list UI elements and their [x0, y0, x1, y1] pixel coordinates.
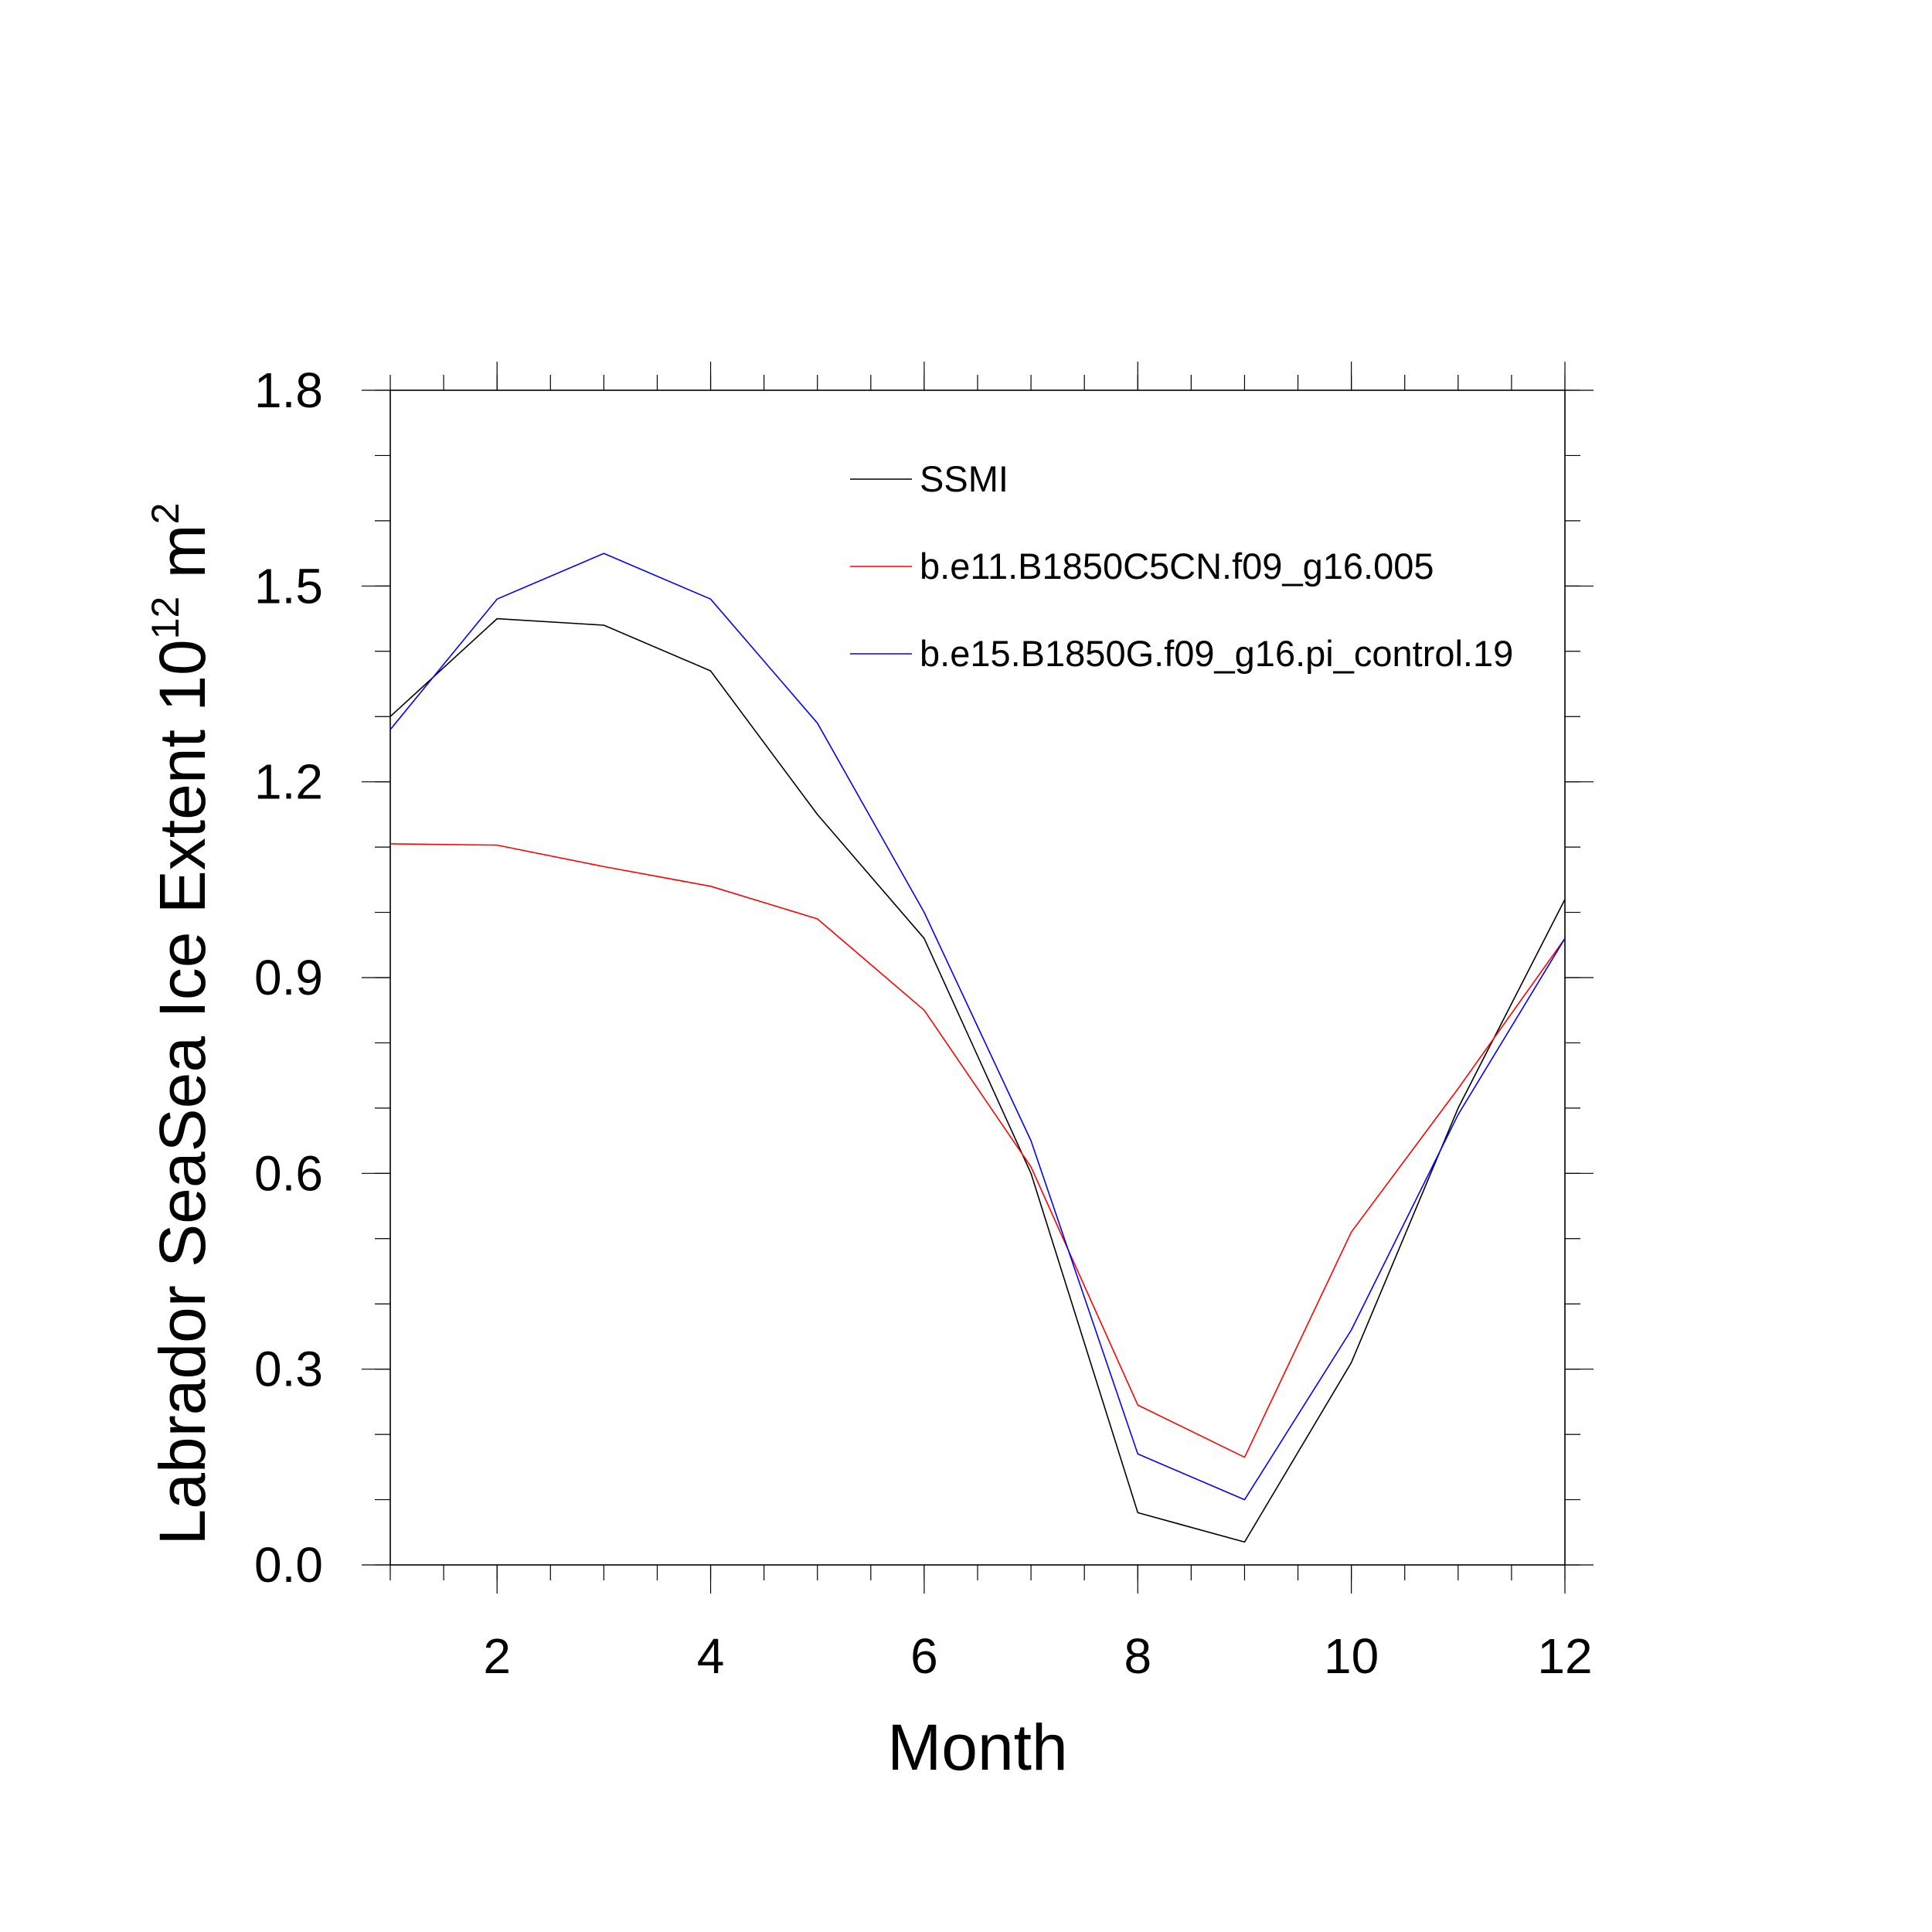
- plot-frame: [389, 389, 1566, 1566]
- x-axis-title: Month: [887, 1711, 1067, 1784]
- series-line-2: [389, 843, 1566, 1458]
- legend-label-1: SSMI: [920, 458, 1009, 499]
- x-tick-label: 2: [483, 1628, 511, 1684]
- x-tick-label: 4: [697, 1628, 725, 1684]
- axis-ticks: [362, 362, 1594, 1594]
- series-lines: [389, 553, 1566, 1543]
- x-tick-label: 10: [1324, 1628, 1379, 1684]
- series-line-3: [389, 553, 1566, 1501]
- y-axis-title-exponent: 12: [144, 597, 187, 640]
- x-tick-label: 8: [1124, 1628, 1151, 1684]
- series-line-1: [389, 617, 1566, 1543]
- y-axis-title-unit-exponent: 2: [144, 503, 187, 525]
- y-tick-label: 1.2: [254, 754, 323, 810]
- legend-label-3: b.e15.B1850G.f09_g16.pi_control.19: [920, 633, 1513, 674]
- y-tick-label: 0.0: [254, 1537, 323, 1593]
- y-tick-label: 1.8: [254, 362, 323, 418]
- legend: SSMI b.e11.B1850C5CN.f09_g16.005 b.e15.B18…: [850, 458, 1513, 674]
- x-tick-label: 6: [910, 1628, 938, 1684]
- y-axis-title: Labrador SeaSea Ice Extent 1012 m2: [144, 503, 219, 1546]
- y-tick-label: 1.5: [254, 558, 323, 614]
- x-tick-label: 12: [1537, 1628, 1592, 1684]
- y-axis-title-main: Labrador SeaSea Ice Extent 10: [146, 639, 219, 1545]
- tick-labels: 2 4 6 8 10 12 0.0 0.3 0.6 0.9 1.2 1.5 1.8: [254, 362, 1593, 1684]
- y-axis-title-unit: m: [146, 524, 219, 596]
- y-tick-label: 0.3: [254, 1342, 323, 1397]
- y-tick-label: 0.9: [254, 950, 323, 1005]
- legend-label-2: b.e11.B1850C5CN.f09_g16.005: [920, 546, 1434, 587]
- y-tick-label: 0.6: [254, 1145, 323, 1201]
